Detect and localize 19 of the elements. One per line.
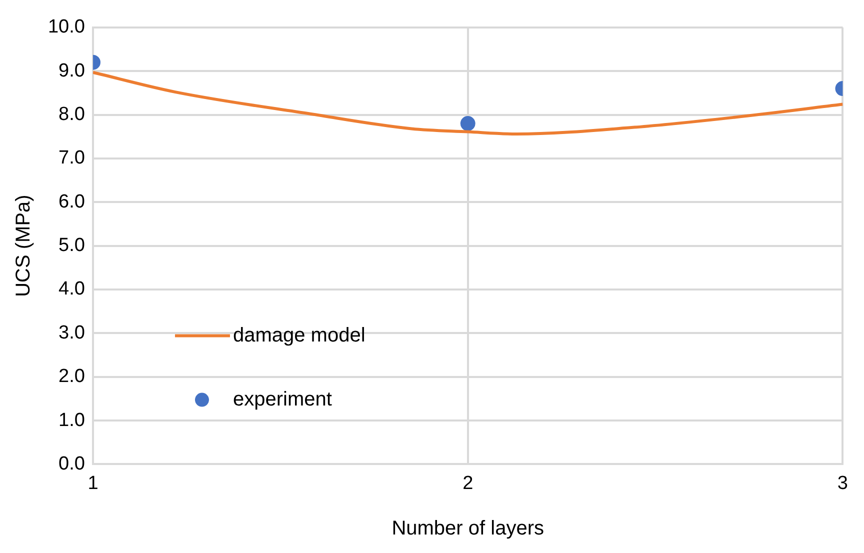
- y-tick-label: 7.0: [58, 148, 85, 169]
- x-tick-label: 1: [88, 472, 98, 494]
- legend-label: damage model: [232, 324, 366, 346]
- y-tick-label: 2.0: [58, 366, 85, 388]
- y-tick-label: 5.0: [58, 235, 85, 256]
- x-tick-label: 3: [837, 472, 848, 494]
- y-tick-label: 0.0: [58, 453, 85, 474]
- y-tick-label: 9.0: [58, 60, 85, 82]
- x-axis-title: Number of layers: [392, 518, 544, 540]
- y-axis-title: UCS (MPa): [12, 194, 35, 297]
- y-tick-label: 6.0: [58, 191, 85, 212]
- y-tick-label: 3.0: [58, 322, 85, 344]
- line-series: [92, 70, 843, 136]
- legend-label: experiment: [232, 388, 332, 410]
- y-tick-label: 1.0: [58, 410, 85, 431]
- y-tick-label: 10.0: [48, 16, 85, 38]
- y-tick-label: 4.0: [58, 278, 85, 300]
- y-tick-label: 8.0: [58, 104, 85, 125]
- x-tick-label: 2: [462, 472, 474, 494]
